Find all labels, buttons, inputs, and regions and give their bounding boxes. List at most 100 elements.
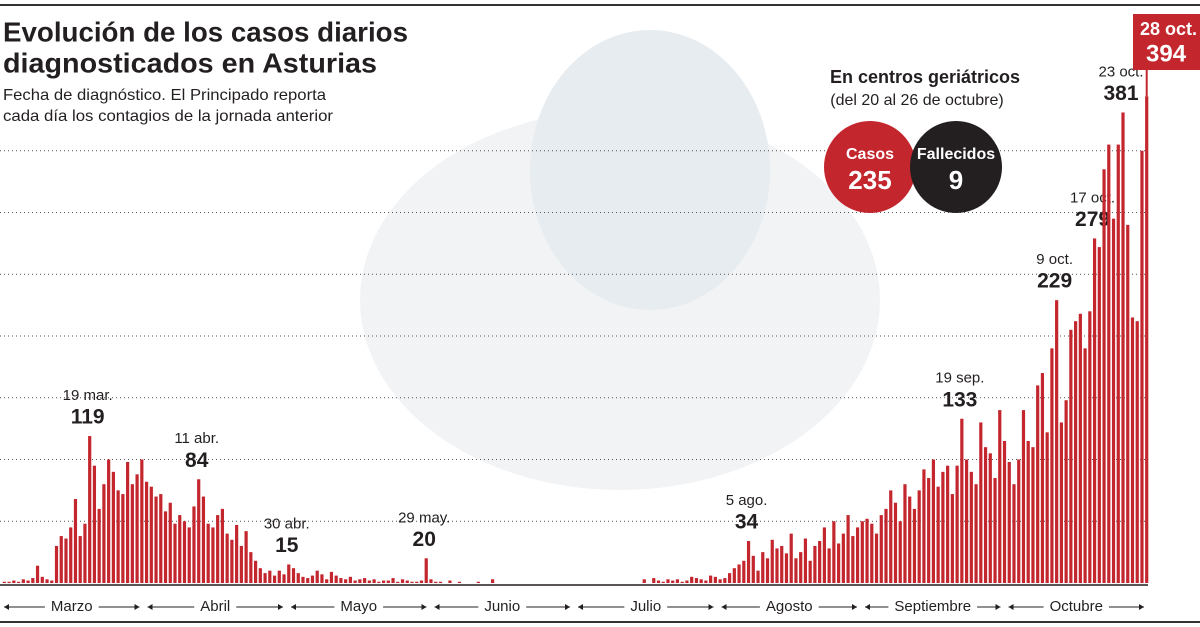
bar (40, 576, 44, 583)
bar (1012, 484, 1016, 583)
annotation-date: 11 abr. (174, 430, 219, 447)
bar (818, 541, 822, 583)
bar (936, 486, 940, 583)
bar (187, 527, 191, 583)
bar (927, 478, 931, 583)
annotation-date: 28 oct. (1140, 19, 1197, 39)
bar (865, 518, 869, 583)
bar (301, 576, 305, 583)
bar (1145, 96, 1149, 583)
bar (699, 579, 703, 583)
bar (2, 581, 6, 583)
bar (964, 459, 969, 583)
bar (709, 575, 713, 583)
bar (1116, 144, 1120, 583)
bar (296, 573, 300, 583)
bar (410, 581, 414, 583)
bar (718, 579, 722, 583)
bar (998, 410, 1002, 583)
bar (69, 527, 73, 583)
bar (121, 494, 125, 583)
bar (1036, 385, 1040, 583)
bar (50, 580, 54, 583)
bar (642, 579, 646, 583)
annotation-date: 5 ago. (726, 492, 768, 509)
bar (1017, 459, 1021, 583)
bar (73, 499, 78, 583)
bar (116, 490, 120, 583)
bar (656, 580, 661, 583)
bar (434, 581, 438, 583)
annotation-value: 394 (1146, 40, 1187, 67)
bar (438, 581, 443, 583)
bar (780, 545, 784, 583)
bar (325, 579, 329, 583)
bar (381, 580, 386, 583)
bar (258, 568, 262, 583)
bar (898, 521, 902, 583)
bar (680, 581, 684, 583)
bar (216, 515, 220, 583)
bar (353, 580, 357, 583)
bar (235, 524, 239, 583)
month-label: Mayo (340, 598, 377, 615)
bar (111, 471, 115, 583)
bar (173, 523, 177, 583)
bar (827, 548, 831, 583)
bar (1026, 440, 1030, 583)
bar (1088, 311, 1092, 583)
bar (879, 515, 883, 583)
bar (1021, 410, 1026, 583)
bar (746, 541, 751, 583)
bar (1078, 313, 1082, 583)
annotation-value: 381 (1103, 82, 1138, 105)
title-line: diagnosticados en Asturias (3, 47, 377, 78)
month-label: Julio (630, 598, 661, 615)
bar (912, 508, 917, 583)
bar (287, 564, 291, 583)
bar (765, 558, 770, 583)
bar (154, 496, 158, 583)
month-label: Abril (200, 598, 230, 615)
annotation-date: 29 may. (398, 509, 450, 526)
bar (306, 578, 310, 583)
bar (415, 581, 419, 583)
bar (1031, 447, 1035, 583)
bar (363, 578, 367, 583)
bar (808, 560, 812, 583)
bar (130, 484, 134, 583)
bar (107, 459, 111, 583)
bar (149, 486, 153, 583)
bar (45, 579, 49, 583)
bar (372, 579, 376, 583)
bar (1140, 150, 1144, 583)
bar (675, 579, 680, 583)
panel-circle (824, 121, 916, 213)
bar (946, 465, 950, 583)
bar (344, 579, 348, 583)
annotation-date: 19 sep. (935, 370, 984, 387)
bar (870, 523, 874, 583)
bar (950, 494, 954, 583)
bar (685, 580, 689, 583)
bar (220, 508, 225, 583)
month-label: Septiembre (894, 598, 971, 615)
bar (832, 521, 836, 583)
panel-label: Casos (846, 146, 894, 163)
bar (1045, 432, 1049, 583)
photo-figure (530, 30, 770, 310)
subtitle-line: Fecha de diagnóstico. El Principado repo… (3, 87, 326, 104)
bar (97, 508, 101, 583)
bar (1102, 169, 1106, 583)
annotation-date: 9 oct. (1036, 251, 1073, 268)
month-label: Octubre (1050, 598, 1103, 615)
bar (159, 494, 163, 583)
bar (201, 496, 206, 583)
bar (206, 523, 210, 583)
bar (339, 578, 343, 583)
bar (268, 570, 272, 583)
bar (140, 459, 144, 583)
bar (178, 515, 182, 583)
subtitle-line: cada día los contagios de la jornada ant… (3, 108, 334, 125)
bar (841, 533, 845, 583)
